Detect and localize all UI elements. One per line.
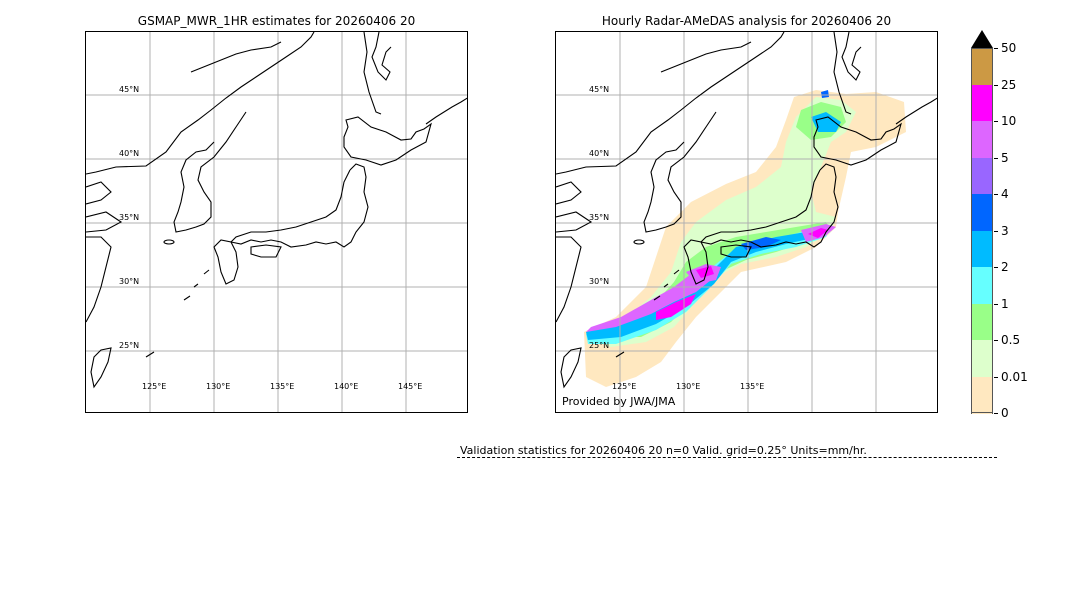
colorbar-segment <box>971 340 993 377</box>
coastline-map <box>86 32 467 412</box>
colorbar-segment <box>971 194 993 231</box>
colorbar-tick-label: 5 <box>994 152 1009 164</box>
colorbar-segment <box>971 157 993 195</box>
colorbar-tick-label: 0.01 <box>994 371 1028 383</box>
right-map-radar-amedas: 45°N 40°N 35°N 30°N 25°N 125°E 130°E 135… <box>555 31 938 413</box>
colorbar-tick-label: 10 <box>994 115 1016 127</box>
data-credit: Provided by JWA/JMA <box>562 395 676 408</box>
precip-map <box>556 32 937 412</box>
validation-divider <box>457 457 997 458</box>
colorbar-segment <box>971 230 993 268</box>
colorbar <box>971 48 993 414</box>
colorbar-tick-label: 4 <box>994 188 1009 200</box>
colorbar-segment <box>971 303 993 341</box>
colorbar-tick-label: 50 <box>994 42 1016 54</box>
left-map-gsmap: 45°N 40°N 35°N 30°N 25°N 125°E 130°E 135… <box>85 31 468 413</box>
validation-statistics: Validation statistics for 20260406 20 n=… <box>460 444 867 457</box>
colorbar-segment <box>971 48 993 85</box>
colorbar-tick-label: 0 <box>994 407 1009 419</box>
left-map-title: GSMAP_MWR_1HR estimates for 20260406 20 <box>137 14 416 28</box>
colorbar-tick-label: 1 <box>994 298 1009 310</box>
colorbar-segment <box>971 84 993 122</box>
right-map-title: Hourly Radar-AMeDAS analysis for 2026040… <box>601 14 892 28</box>
colorbar-segment <box>971 267 993 304</box>
colorbar-tick-label: 25 <box>994 79 1016 91</box>
colorbar-tick-label: 2 <box>994 261 1009 273</box>
precip-field <box>584 90 906 387</box>
colorbar-tick-label: 3 <box>994 225 1009 237</box>
colorbar-segment <box>971 376 993 414</box>
colorbar-tick-label: 0.5 <box>994 334 1020 346</box>
colorbar-segment <box>971 121 993 158</box>
colorbar-extend-arrow <box>971 30 993 48</box>
